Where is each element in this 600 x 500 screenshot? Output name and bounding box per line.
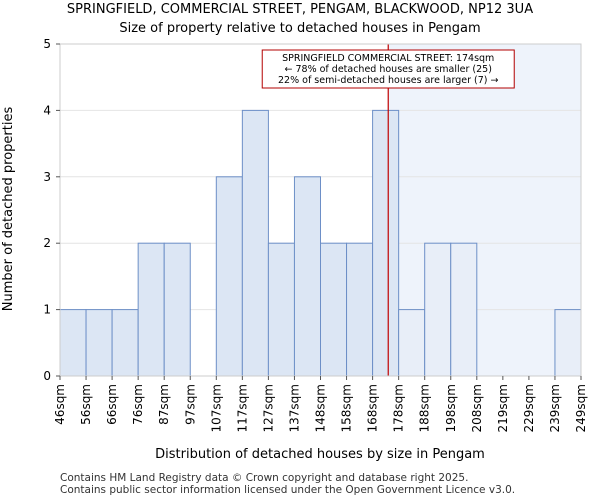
histogram-bar — [554, 309, 582, 377]
histogram-bar — [85, 309, 113, 377]
annotation-box — [261, 49, 515, 89]
footer-line-1: Contains HM Land Registry data © Crown c… — [60, 472, 469, 484]
histogram-bar — [59, 309, 87, 377]
histogram-bar — [267, 242, 295, 377]
x-tick-label: 249sqm — [574, 384, 588, 432]
x-tick-label: 168sqm — [366, 384, 380, 432]
annotation-line: SPRINGFIELD COMMERCIAL STREET: 174sqm — [282, 53, 494, 64]
histogram-bar — [398, 309, 426, 377]
y-axis-label: Number of detached properties — [1, 107, 16, 312]
annotation-line: 22% of semi-detached houses are larger (… — [278, 75, 498, 86]
histogram-bar — [163, 242, 191, 377]
x-tick-label: 97sqm — [183, 384, 197, 425]
x-axis-label: Distribution of detached houses by size … — [155, 447, 485, 462]
annotation-line: ← 78% of detached houses are smaller (25… — [285, 64, 492, 75]
x-tick-label: 148sqm — [314, 384, 328, 432]
x-tick-label: 158sqm — [340, 384, 354, 432]
histogram-bar — [450, 242, 478, 377]
chart-title: SPRINGFIELD, COMMERCIAL STREET, PENGAM, … — [66, 2, 534, 17]
x-tick-label: 178sqm — [392, 384, 406, 432]
x-tick-label: 46sqm — [53, 384, 67, 425]
y-tick-label: 0 — [43, 369, 51, 383]
histogram-bar — [320, 242, 348, 377]
y-tick-label: 1 — [43, 303, 51, 317]
y-tick-label: 4 — [43, 103, 51, 117]
x-tick-label: 76sqm — [131, 384, 145, 425]
histogram-bar — [293, 176, 322, 377]
histogram-bar — [241, 109, 269, 377]
x-tick-label: 198sqm — [444, 384, 458, 432]
chart-subtitle: Size of property relative to detached ho… — [119, 21, 481, 36]
y-tick-label: 2 — [43, 236, 51, 250]
x-tick-label: 127sqm — [261, 384, 275, 432]
x-tick-label: 137sqm — [287, 384, 301, 432]
x-tick-label: 107sqm — [209, 384, 223, 432]
histogram-bar — [111, 309, 139, 377]
x-tick-label: 208sqm — [470, 384, 484, 432]
x-tick-label: 229sqm — [522, 384, 536, 432]
x-tick-label: 87sqm — [157, 384, 171, 425]
x-tick-label: 188sqm — [418, 384, 432, 432]
histogram-bar — [372, 109, 400, 377]
x-tick-label: 66sqm — [105, 384, 119, 425]
histogram-bar — [215, 176, 243, 377]
footer-line-2: Contains public sector information licen… — [60, 484, 516, 496]
x-tick-label: 56sqm — [79, 384, 93, 425]
x-tick-label: 219sqm — [496, 384, 510, 432]
histogram-bar — [424, 242, 452, 377]
y-tick-label: 3 — [43, 170, 51, 184]
y-tick-label: 5 — [43, 37, 51, 51]
histogram-bar — [346, 242, 374, 377]
x-tick-label: 117sqm — [235, 384, 249, 432]
histogram-bar — [137, 242, 165, 377]
x-tick-label: 239sqm — [548, 384, 562, 432]
